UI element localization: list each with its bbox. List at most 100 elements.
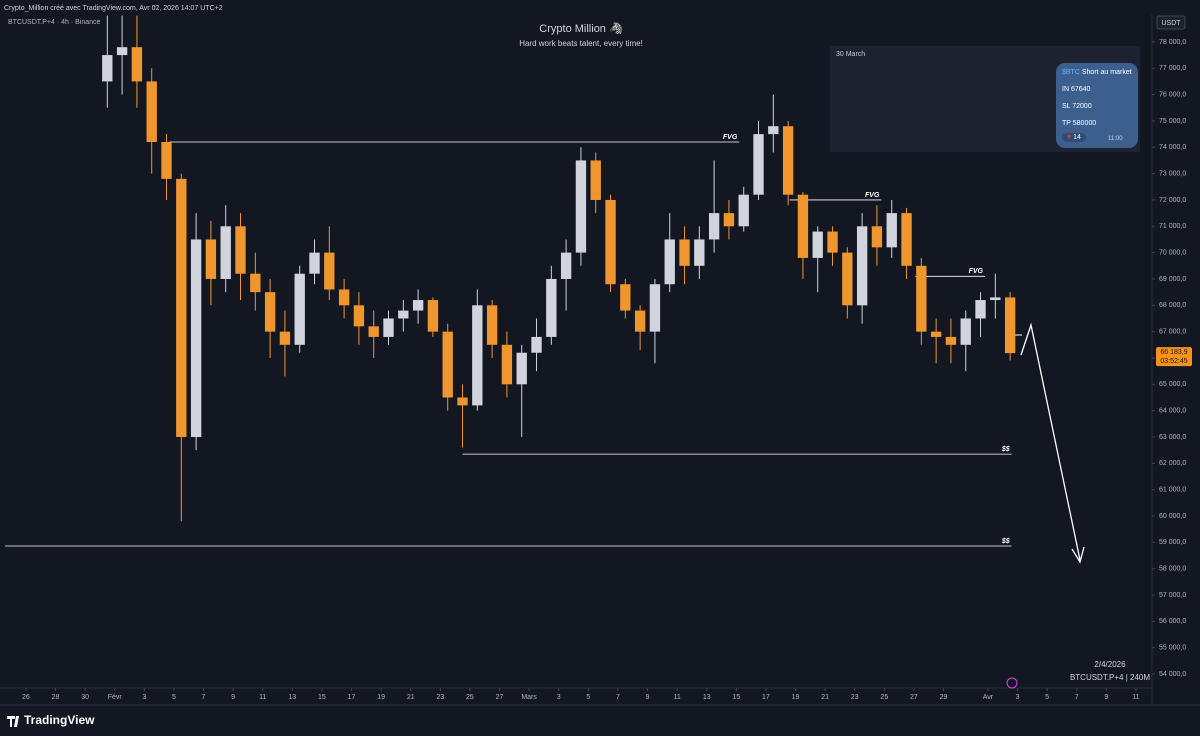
candle-body xyxy=(264,292,276,332)
brand: TradingView xyxy=(24,713,95,727)
x-tick-label: 19 xyxy=(792,694,800,701)
candle-body xyxy=(620,284,631,311)
candle-body xyxy=(886,213,897,248)
y-tick-label: 78 000,0 xyxy=(1159,39,1186,46)
candle-body xyxy=(812,231,823,258)
candle-body xyxy=(501,344,513,385)
candle-body xyxy=(250,273,261,293)
x-tick-label: 5 xyxy=(586,694,590,701)
x-tick-label: 27 xyxy=(910,694,918,701)
x-tick-label: 11 xyxy=(673,694,680,701)
x-tick-label: Févr xyxy=(108,694,123,701)
candle-body xyxy=(309,252,320,274)
candle-body xyxy=(960,318,971,345)
y-tick-label: 64 000,0 xyxy=(1159,408,1186,415)
x-tick-label: 26 xyxy=(22,694,30,701)
candle-body xyxy=(472,305,483,406)
y-tick-label: 71 000,0 xyxy=(1159,223,1186,230)
level-label: FVG xyxy=(969,268,984,275)
x-tick-label: 17 xyxy=(762,694,770,701)
x-tick-label: 25 xyxy=(880,694,888,701)
y-tick-label: 59 000,0 xyxy=(1159,539,1186,546)
candle-body xyxy=(856,226,868,306)
y-tick-label: 74 000,0 xyxy=(1159,144,1186,151)
candle-body xyxy=(649,284,661,332)
candle-body xyxy=(235,226,246,274)
candle-body xyxy=(930,331,942,337)
level-label: $$ xyxy=(1001,446,1010,453)
x-tick-label: 21 xyxy=(407,694,415,701)
candle-body xyxy=(368,326,379,337)
message-stop: SL 72000 xyxy=(1062,103,1092,110)
message-time: 11:00 xyxy=(1108,136,1123,142)
candle-body xyxy=(146,81,157,143)
x-tick-label: 19 xyxy=(377,694,385,701)
candle-body xyxy=(694,239,705,266)
y-tick-label: 63 000,0 xyxy=(1159,434,1186,441)
candle-body xyxy=(975,300,986,319)
countdown: 03:52:45 xyxy=(1160,358,1187,365)
candle-body xyxy=(560,252,572,279)
y-tick-label: 67 000,0 xyxy=(1159,328,1186,335)
projection-arrow xyxy=(1020,322,1085,564)
message-reaction: ♥ 14 xyxy=(1062,133,1086,142)
candle-body xyxy=(398,310,409,319)
candle-body xyxy=(427,300,439,332)
x-tick-label: 3 xyxy=(557,694,561,701)
x-tick-label: 27 xyxy=(496,694,504,701)
x-tick-label: 3 xyxy=(1016,694,1020,701)
x-tick-label: 23 xyxy=(851,694,859,701)
credit: Crypto_Million créé avec TradingView.com… xyxy=(4,5,223,12)
y-tick-label: 72 000,0 xyxy=(1159,197,1186,204)
x-tick-label: 5 xyxy=(1045,694,1049,701)
candle-body xyxy=(842,252,853,306)
candle-body xyxy=(516,352,527,385)
candle-body xyxy=(220,226,231,279)
candle-body xyxy=(605,199,616,285)
x-tick-label: 9 xyxy=(646,694,650,701)
x-tick-label: 28 xyxy=(52,694,60,701)
x-tick-label: 30 xyxy=(81,694,89,701)
x-tick-label: 9 xyxy=(231,694,235,701)
candle-body xyxy=(753,134,764,195)
currency-box xyxy=(1156,15,1186,30)
candle-body xyxy=(205,239,217,279)
y-tick-label: 76 000,0 xyxy=(1159,91,1186,98)
x-tick-label: 21 xyxy=(821,694,829,701)
x-tick-label: Avr xyxy=(983,694,994,701)
message-panel: 30 March $BTC Short au market IN 67640 S… xyxy=(830,46,1140,152)
message-text: Short au market xyxy=(1081,69,1132,76)
y-tick-label: 57 000,0 xyxy=(1159,592,1186,599)
y-tick-label: 70 000,0 xyxy=(1159,249,1186,256)
candle-body xyxy=(161,142,172,179)
candle-body xyxy=(546,278,557,337)
candle-body xyxy=(708,213,720,240)
currency: USDT xyxy=(1161,20,1181,27)
candle-body xyxy=(486,305,498,345)
candle-body xyxy=(827,231,838,253)
y-tick-label: 55 000,0 xyxy=(1159,645,1186,652)
x-tick-label: 23 xyxy=(436,694,444,701)
candle-body xyxy=(190,239,202,437)
candle-body xyxy=(353,305,365,327)
candle-body xyxy=(383,318,394,337)
footer-date: 2/4/2026 xyxy=(1094,660,1126,669)
message-bubble: $BTC Short au market IN 67640 SL 72000 T… xyxy=(1056,63,1138,148)
candle-body xyxy=(679,239,690,266)
last-price-label: 66 183,9 xyxy=(1160,349,1187,356)
x-tick-label: 5 xyxy=(172,694,176,701)
x-tick-label: 11 xyxy=(259,694,266,701)
level-label: FVG xyxy=(865,192,880,199)
candle-body xyxy=(738,194,749,227)
candle-body xyxy=(768,126,779,135)
candle-body xyxy=(782,126,794,195)
candle-body xyxy=(294,273,305,345)
candle-body xyxy=(664,239,675,285)
candle-body xyxy=(871,226,883,248)
y-tick-label: 58 000,0 xyxy=(1159,566,1186,573)
candle-body xyxy=(575,160,587,253)
reaction-count: 14 xyxy=(1073,134,1081,141)
candle-body xyxy=(102,55,113,82)
candle-body xyxy=(442,331,453,398)
y-tick-label: 69 000,0 xyxy=(1159,276,1186,283)
